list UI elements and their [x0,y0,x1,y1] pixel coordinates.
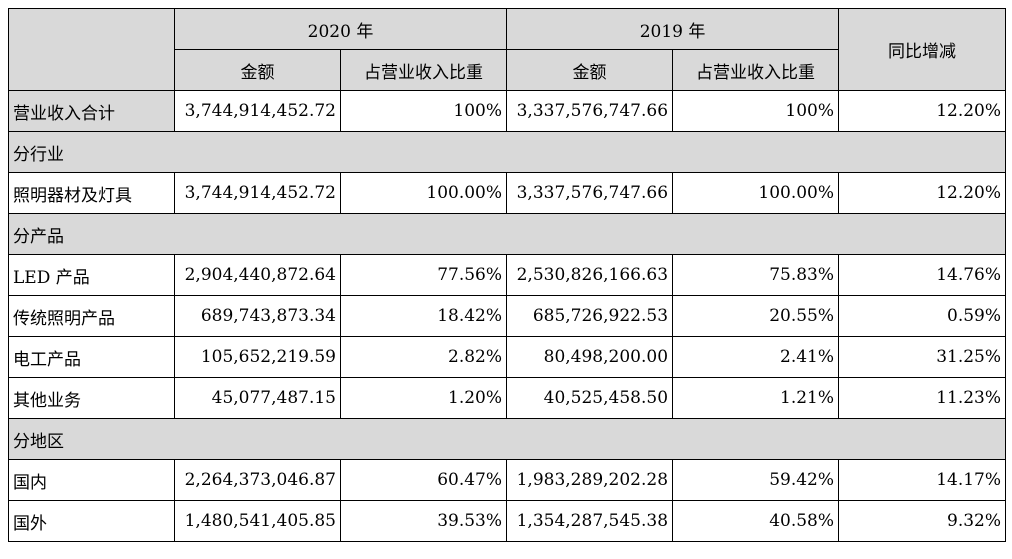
share-2020-cell: 1.20% [339,377,508,419]
table-row: 电工产品 105,652,219.59 2.82% 80,498,200.00 … [8,336,1007,378]
share-2019-cell: 100% [672,90,840,132]
header-corner-cell [8,8,175,91]
share-2020-cell: 60.47% [339,459,508,501]
amount-2020-cell: 3,744,914,452.72 [174,90,341,132]
header-yoy-change: 同比增减 [838,8,1007,91]
share-2019-cell: 2.41% [672,336,840,378]
amount-2019-cell: 1,983,289,202.28 [506,459,674,501]
table-row: 传统照明产品 689,743,873.34 18.42% 685,726,922… [8,295,1007,337]
row-label: 电工产品 [8,336,175,378]
yoy-cell: 0.59% [838,295,1007,337]
amount-2020-cell: 105,652,219.59 [174,336,341,378]
yoy-cell: 14.76% [838,254,1007,296]
section-title-region: 分地区 [7,418,1007,460]
amount-2020-cell: 1,480,541,405.85 [174,500,341,542]
table-row: 其他业务 45,077,487.15 1.20% 40,525,458.50 1… [8,377,1007,419]
amount-2020-cell: 2,904,440,872.64 [174,254,341,296]
header-row-years: 2020 年 2019 年 同比增减 [8,8,1007,91]
share-2019-cell: 75.83% [672,254,840,296]
yoy-cell: 11.23% [838,377,1007,419]
amount-2019-cell: 3,337,576,747.66 [506,90,674,132]
header-share-2020: 占营业收入比重 [339,49,508,91]
amount-2019-cell: 3,337,576,747.66 [506,172,674,214]
row-label: 其他业务 [8,377,175,419]
amount-2019-cell: 2,530,826,166.63 [506,254,674,296]
header-amount-2019: 金额 [506,49,674,91]
total-row: 营业收入合计 3,744,914,452.72 100% 3,337,576,7… [8,90,1007,132]
header-year-2019: 2019 年 [506,8,840,50]
share-2019-cell: 40.58% [672,500,840,542]
share-2020-cell: 77.56% [339,254,508,296]
yoy-cell: 9.32% [838,500,1007,542]
share-2020-cell: 18.42% [339,295,508,337]
yoy-cell: 12.20% [838,172,1007,214]
section-row-product: 分产品 [7,213,1007,255]
table-row: LED 产品 2,904,440,872.64 77.56% 2,530,826… [8,254,1007,296]
share-2019-cell: 59.42% [672,459,840,501]
amount-2020-cell: 45,077,487.15 [174,377,341,419]
table-row: 照明器材及灯具 3,744,914,452.72 100.00% 3,337,5… [8,172,1007,214]
header-row-columns: 金额 占营业收入比重 金额 占营业收入比重 [9,49,1006,91]
yoy-cell: 12.20% [838,90,1007,132]
share-2020-cell: 39.53% [339,500,508,542]
header-share-2019: 占营业收入比重 [672,49,840,91]
header-amount-2020: 金额 [174,49,341,91]
share-2019-cell: 20.55% [672,295,840,337]
revenue-table: 2020 年 2019 年 同比增减 金额 占营业收入比重 金额 占营业收入比重… [7,8,1007,542]
table-row: 国内 2,264,373,046.87 60.47% 1,983,289,202… [8,459,1007,501]
yoy-cell: 14.17% [838,459,1007,501]
section-row-region: 分地区 [7,418,1007,460]
header-year-2020: 2020 年 [173,8,508,50]
amount-2019-cell: 40,525,458.50 [506,377,674,419]
share-2019-cell: 1.21% [672,377,840,419]
row-label: LED 产品 [8,254,175,296]
amount-2019-cell: 1,354,287,545.38 [506,500,674,542]
amount-2019-cell: 80,498,200.00 [506,336,674,378]
amount-2020-cell: 3,744,914,452.72 [174,172,341,214]
row-label: 国外 [8,500,175,542]
row-label: 营业收入合计 [8,90,175,132]
share-2019-cell: 100.00% [672,172,840,214]
share-2020-cell: 100.00% [339,172,508,214]
amount-2020-cell: 2,264,373,046.87 [174,459,341,501]
share-2020-cell: 100% [339,90,508,132]
yoy-cell: 31.25% [838,336,1007,378]
row-label: 传统照明产品 [8,295,175,337]
section-title-industry: 分行业 [7,131,1007,173]
amount-2019-cell: 685,726,922.53 [506,295,674,337]
amount-2020-cell: 689,743,873.34 [174,295,341,337]
table-row: 国外 1,480,541,405.85 39.53% 1,354,287,545… [8,500,1007,542]
row-label: 国内 [8,459,175,501]
section-title-product: 分产品 [7,213,1007,255]
share-2020-cell: 2.82% [339,336,508,378]
row-label: 照明器材及灯具 [8,172,175,214]
section-row-industry: 分行业 [7,131,1007,173]
